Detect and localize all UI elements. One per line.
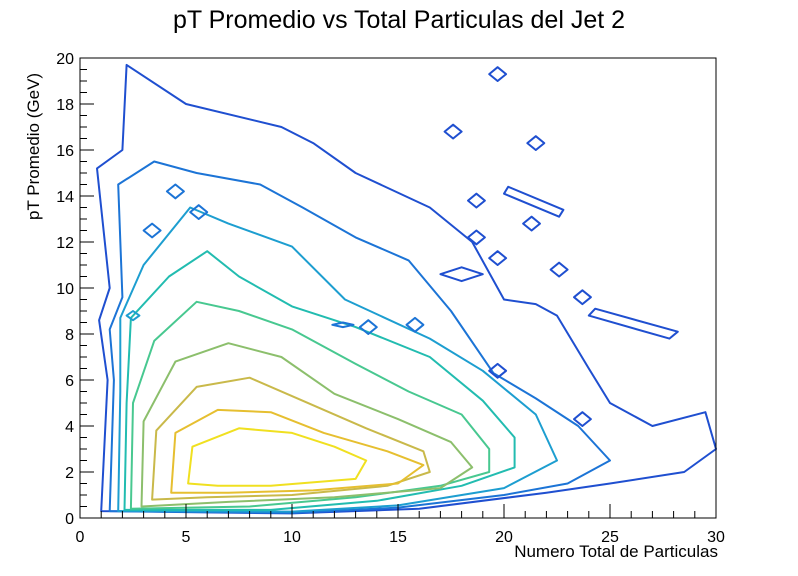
chart-title: pT Promedio vs Total Particulas del Jet … bbox=[172, 6, 626, 34]
contour-island bbox=[443, 123, 463, 140]
contour-island bbox=[522, 215, 541, 232]
contour-level-2 bbox=[108, 160, 611, 514]
x-tick-label: 30 bbox=[707, 529, 725, 546]
x-tick-label: 0 bbox=[76, 529, 85, 546]
contour-island bbox=[142, 222, 162, 239]
y-tick-label: 12 bbox=[56, 235, 74, 252]
contour-level-1 bbox=[96, 63, 717, 515]
contour-island bbox=[439, 266, 484, 283]
contour-island bbox=[467, 229, 486, 246]
contour-island bbox=[189, 204, 209, 220]
x-tick-label: 20 bbox=[495, 529, 513, 546]
plot-frame bbox=[79, 57, 717, 519]
x-tick-label: 25 bbox=[601, 529, 619, 546]
contour-level-5 bbox=[129, 300, 491, 510]
contour-lines bbox=[96, 63, 717, 515]
y-tick-label: 2 bbox=[65, 465, 74, 482]
y-tick-label: 14 bbox=[56, 189, 74, 206]
contour-island bbox=[358, 319, 378, 335]
contour-level-3 bbox=[117, 206, 558, 513]
contour-island bbox=[587, 307, 679, 340]
contour-island bbox=[488, 250, 508, 266]
x-tick-label: 10 bbox=[283, 529, 301, 546]
contour-island bbox=[573, 411, 592, 427]
contour-island bbox=[125, 310, 141, 322]
y-tick-label: 10 bbox=[56, 281, 74, 298]
y-tick-label: 16 bbox=[56, 143, 74, 160]
x-tick-label: 15 bbox=[389, 529, 407, 546]
y-axis: 0 2 4 6 8 10 12 14 16 18 20 bbox=[56, 51, 94, 528]
y-tick-label: 8 bbox=[65, 327, 74, 344]
contour-level-4 bbox=[123, 250, 516, 511]
y-tick-label: 20 bbox=[56, 51, 74, 68]
contour-island bbox=[503, 185, 565, 218]
contour-level-7 bbox=[151, 376, 431, 501]
contour-island bbox=[331, 321, 355, 329]
y-tick-label: 6 bbox=[65, 373, 74, 390]
contour-level-9 bbox=[187, 427, 368, 487]
contour-level-8 bbox=[170, 408, 425, 494]
y-tick-label: 0 bbox=[65, 511, 74, 528]
x-axis: 0 5 10 15 20 25 30 bbox=[76, 504, 725, 546]
contour-island bbox=[405, 316, 425, 333]
x-axis-label: Numero Total de Particulas bbox=[514, 542, 718, 561]
y-tick-label: 4 bbox=[65, 419, 74, 436]
y-tick-label: 18 bbox=[56, 97, 74, 114]
y-axis-label: pT Promedio (GeV) bbox=[24, 72, 43, 220]
x-tick-label: 5 bbox=[182, 529, 191, 546]
contour-level-6 bbox=[140, 342, 474, 508]
contour-island bbox=[526, 135, 546, 151]
contour-island bbox=[488, 66, 508, 82]
contour-island bbox=[573, 289, 592, 306]
contour-island bbox=[165, 183, 185, 200]
contour-island bbox=[467, 192, 486, 209]
contour-island bbox=[488, 362, 508, 379]
contour-island bbox=[549, 261, 569, 278]
